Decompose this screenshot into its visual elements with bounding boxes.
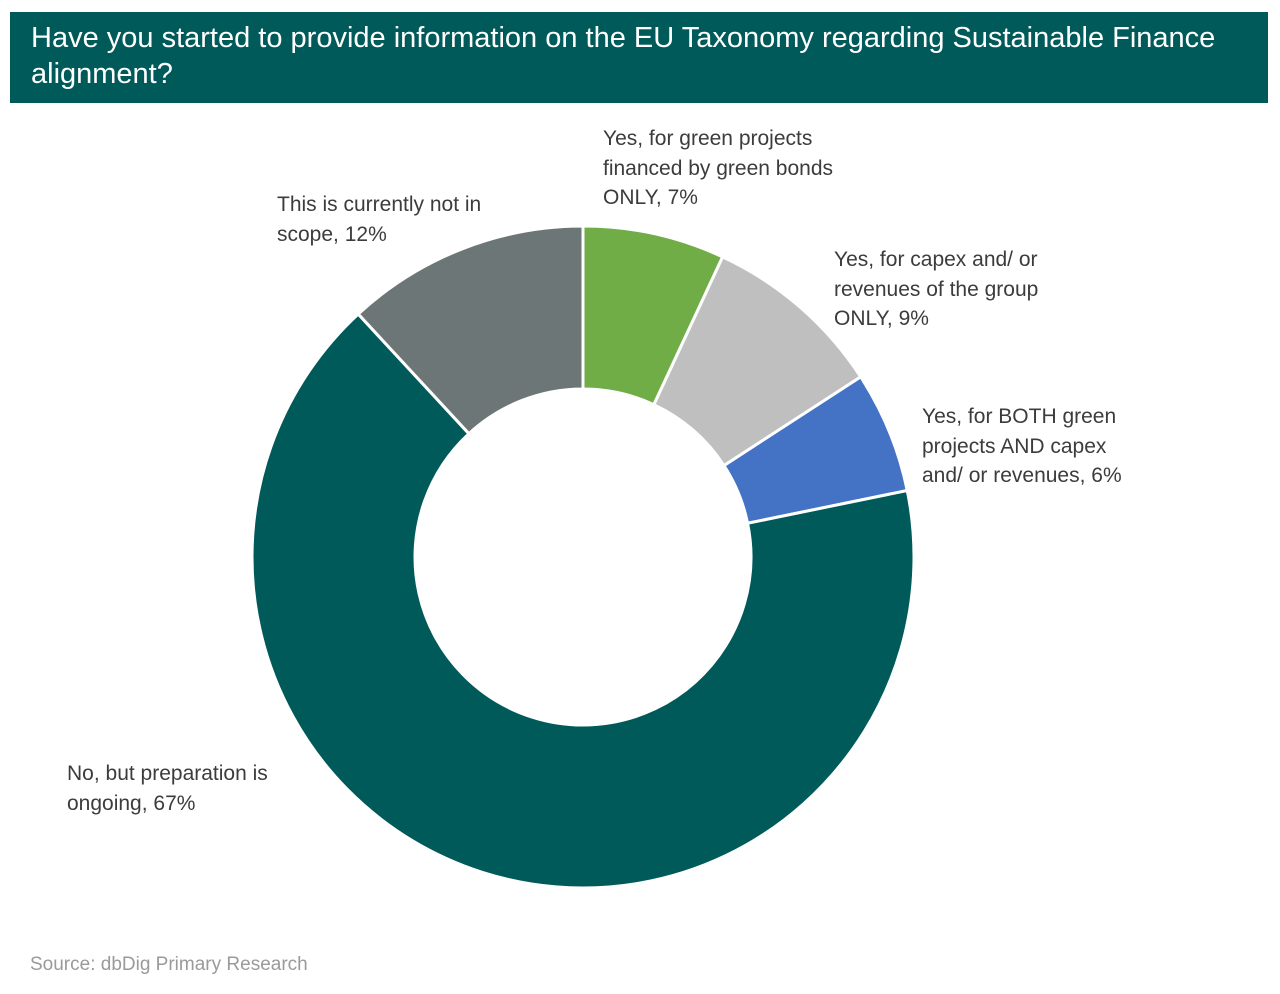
slice-label-capex-revenues: Yes, for capex and/ or revenues of the g… <box>834 248 1039 330</box>
slice-preparation-ongoing <box>250 311 916 890</box>
chart-title: Have you started to provide information … <box>31 22 1216 90</box>
slice-not-in-scope <box>356 224 585 436</box>
slice-label-not-in-scope: This is currently not in scope, 12% <box>277 193 482 246</box>
slice-label-preparation-ongoing: No, but preparation is ongoing, 67% <box>67 762 268 815</box>
title-bar: Have you started to provide information … <box>10 12 1268 103</box>
slice-label-green-bonds: Yes, for green projects financed by gree… <box>603 127 834 209</box>
source-note: Source: dbDig Primary Research <box>30 954 308 975</box>
slice-label-both: Yes, for BOTH green projects AND capex a… <box>922 405 1122 487</box>
